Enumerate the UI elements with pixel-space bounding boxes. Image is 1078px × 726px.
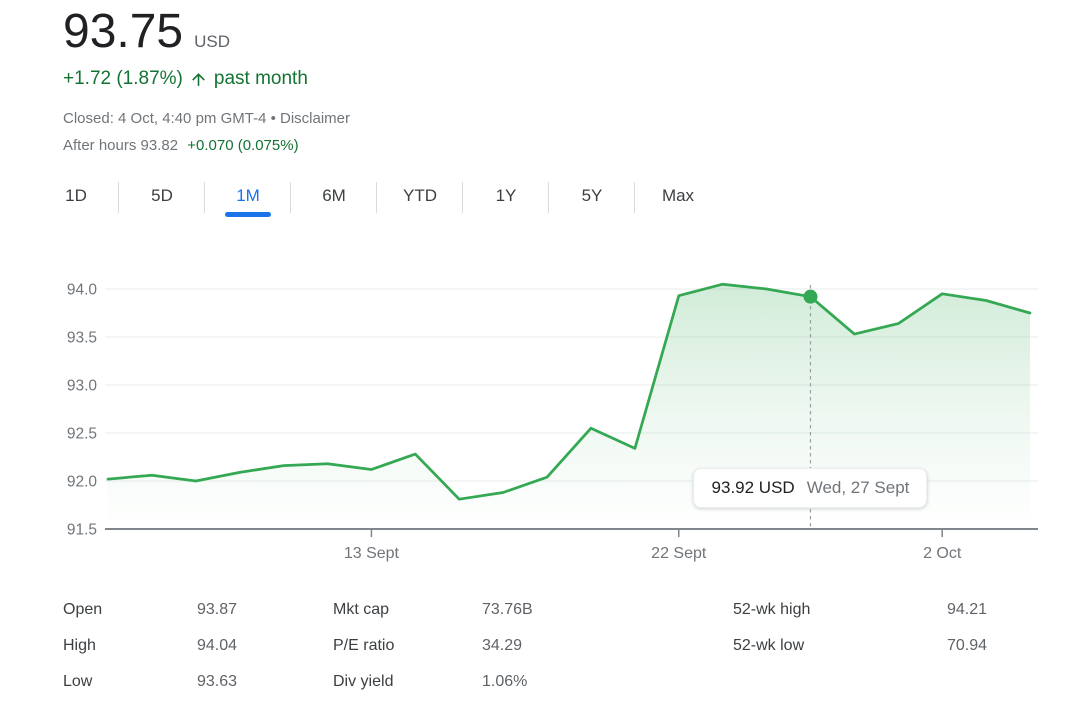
price-chart[interactable]: 94.0 93.5 93.0 92.5 92.0 91.5 13 Sept 22 Sept 2 … [0,250,1078,580]
time-range-tabs: 1D 5D 1M 6M YTD 1Y 5Y Max [33,182,721,217]
y-axis-tick-label: 93.0 [67,378,98,395]
x-axis-tick-label: 2 Oct [923,545,962,562]
tab-max[interactable]: Max [635,184,721,217]
stat-label: 52-wk high [733,601,811,618]
stat-label: Low [63,673,93,690]
tooltip-price: 93.92 USD [711,478,795,497]
active-tab-underline [225,212,271,217]
stat-label: Open [63,601,103,618]
price-change-period: past month [213,68,308,89]
chart-tooltip: 93.92 USD Wed, 27 Sept [693,468,928,508]
tab-label: 1Y [495,186,517,205]
stat-label: Div yield [333,673,394,690]
stat-value: 94.04 [197,637,238,654]
market-status-row: Closed: 4 Oct, 4:40 pm GMT-4 • Disclaime… [63,110,350,127]
tab-label: 6M [322,186,346,205]
stat-value: 34.29 [482,637,523,654]
y-axis-tick-label: 92.5 [67,426,97,443]
stat-value: 93.63 [197,673,238,690]
x-axis-tick-label: 13 Sept [344,545,400,562]
key-stats-table: Open 93.87 Mkt cap 73.76B 52-wk high 94.21 Hig… [63,592,987,700]
tooltip-date: Wed, 27 Sept [806,478,910,497]
after-hours-row: After hours 93.82 +0.070 (0.075%) [63,137,299,154]
after-hours-price: After hours 93.82 [63,137,179,154]
price-area-fill [108,284,1030,529]
tab-1m[interactable]: 1M [205,182,291,217]
y-axis-tick-label: 94.0 [67,282,98,299]
hover-point-dot [803,289,818,304]
stat-value: 93.87 [197,601,238,618]
price-line [106,282,1032,501]
stat-value: 73.76B [482,601,533,618]
tab-ytd[interactable]: YTD [377,182,463,217]
stat-label: Mkt cap [333,601,390,618]
y-axis-tick-label: 92.0 [67,474,98,491]
y-axis-tick-label: 93.5 [67,330,97,347]
stat-label [733,664,947,700]
disclaimer-link[interactable]: Disclaimer [280,110,351,127]
tab-5y[interactable]: 5Y [549,182,635,217]
tab-5d[interactable]: 5D [119,182,205,217]
tab-label: 5Y [581,186,603,205]
stat-value: 70.94 [947,637,988,654]
stat-label: 52-wk low [733,637,805,654]
current-price: 93.75 [63,5,184,58]
after-hours-change: +0.070 (0.075%) [187,137,299,154]
stat-label: High [63,637,96,654]
arrow-up-icon [192,72,205,86]
currency-label: USD [194,32,231,51]
tab-label: Max [661,186,695,205]
tab-label: 1D [65,186,87,205]
y-axis-tick-label: 91.5 [67,522,97,539]
price-header: 93.75 USD [63,6,230,58]
tab-1d[interactable]: 1D [33,182,119,217]
price-change-value: +1.72 (1.87%) [63,68,183,89]
tab-label: 5D [151,186,173,205]
stat-value: 1.06% [482,673,528,690]
tab-label: 1M [236,186,260,205]
tab-1y[interactable]: 1Y [463,182,549,217]
market-status-text: Closed: 4 Oct, 4:40 pm GMT-4 • [63,110,276,127]
stat-label: P/E ratio [333,637,395,654]
price-change-row: +1.72 (1.87%) past month [63,68,308,90]
stat-value [947,664,987,700]
x-axis-tick-label: 22 Sept [651,545,707,562]
price-chart-area: 94.0 93.5 93.0 92.5 92.0 91.5 13 Sept 22 Sept 2 … [0,250,1078,580]
tab-label: YTD [403,186,437,205]
stat-value: 94.21 [947,601,988,618]
tab-6m[interactable]: 6M [291,182,377,217]
